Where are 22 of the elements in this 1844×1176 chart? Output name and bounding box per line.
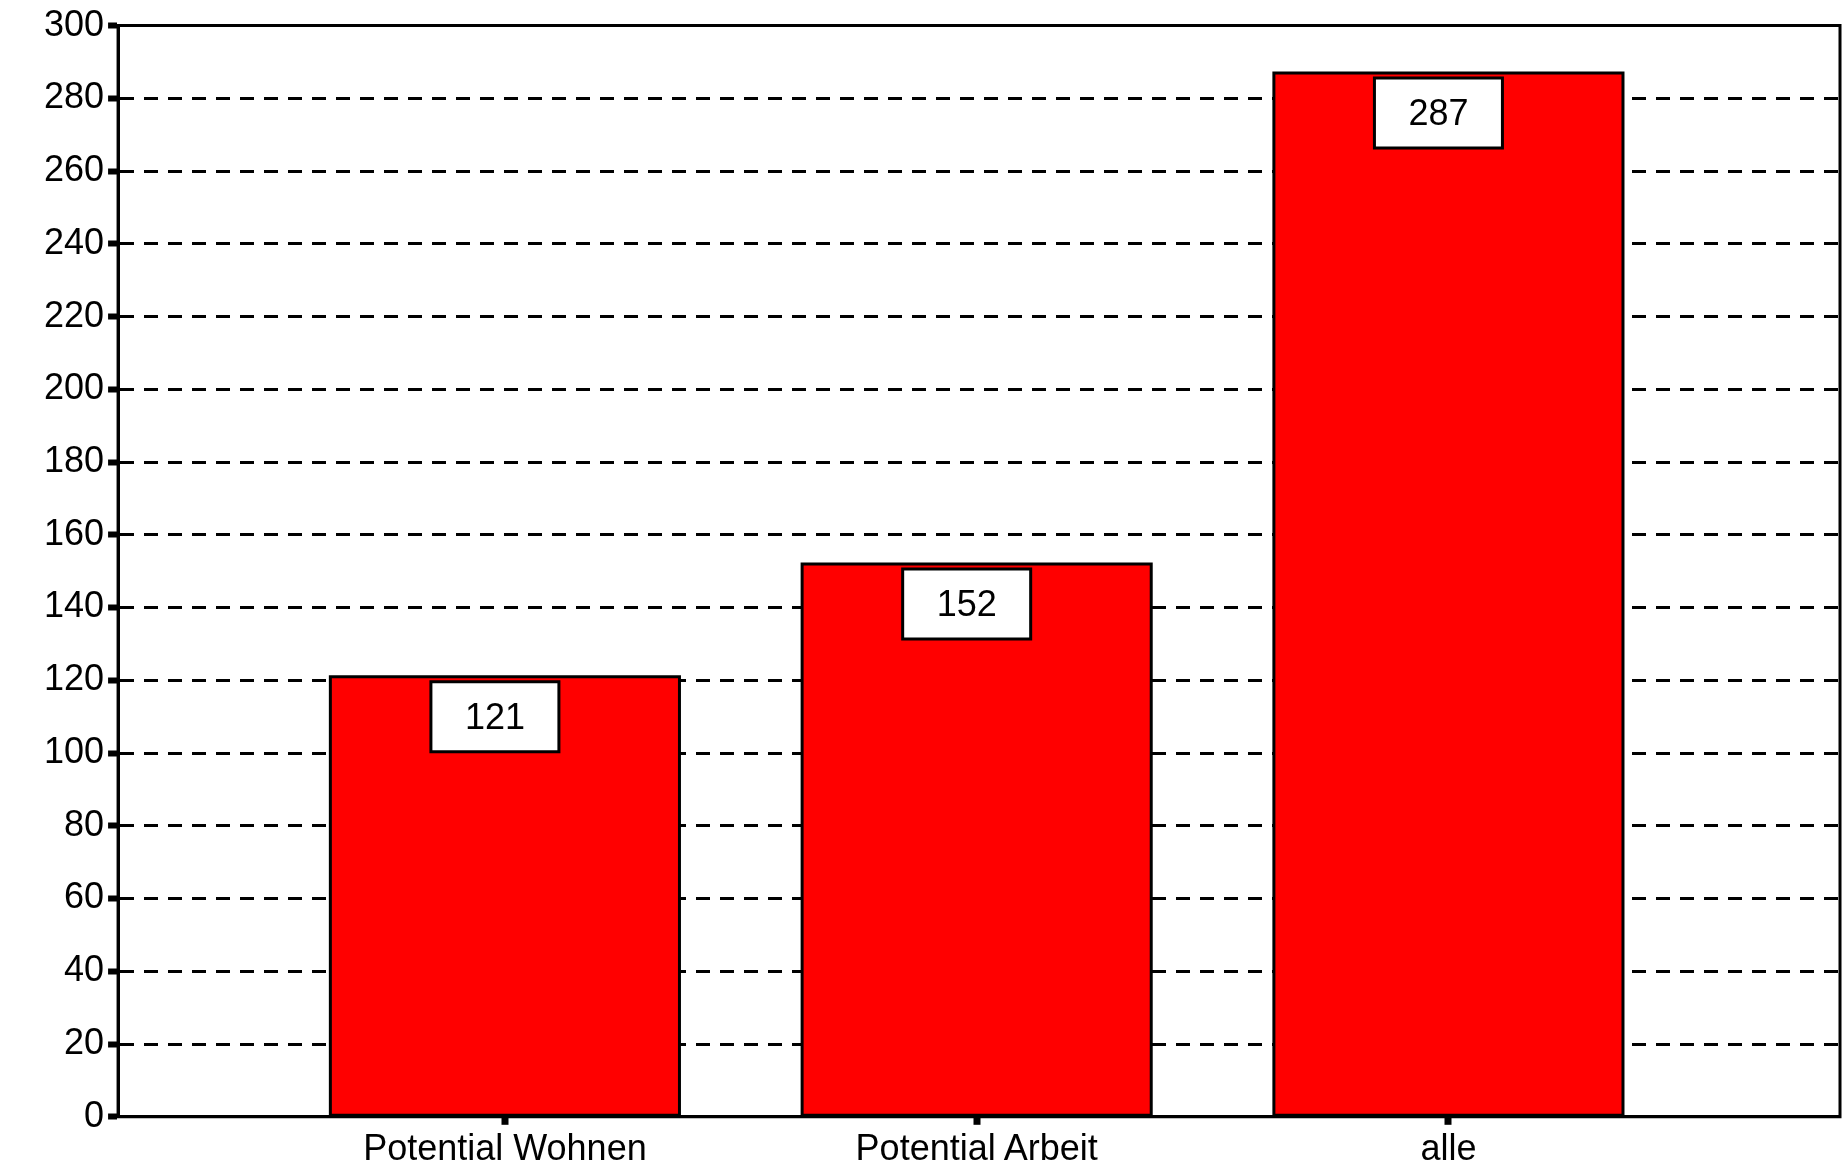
y-tick-label: 100	[43, 729, 105, 771]
y-tick-label: 200	[43, 366, 105, 408]
y-tick-label: 160	[43, 511, 105, 553]
y-tick-label: 60	[64, 875, 105, 917]
y-tick-label: 300	[43, 2, 105, 44]
y-tick-label: 240	[43, 220, 105, 262]
y-tick-label: 20	[64, 1020, 105, 1062]
y-tick-label: 0	[84, 1093, 105, 1135]
x-tick-label: alle	[1420, 1127, 1477, 1169]
y-tick-label: 140	[43, 584, 105, 626]
y-tick-label: 40	[64, 948, 105, 990]
data-label: 152	[936, 582, 997, 624]
x-tick-label: Potential Wohnen	[363, 1127, 647, 1169]
y-tick-label: 260	[43, 148, 105, 190]
y-tick-label: 280	[43, 75, 105, 117]
y-tick-label: 220	[43, 293, 105, 335]
data-label: 287	[1408, 91, 1469, 133]
y-tick-label: 80	[64, 802, 105, 844]
data-label: 121	[464, 695, 525, 737]
y-tick-label: 120	[43, 657, 105, 699]
x-tick-label: Potential Arbeit	[855, 1127, 1098, 1169]
y-tick-label: 180	[43, 439, 105, 480]
